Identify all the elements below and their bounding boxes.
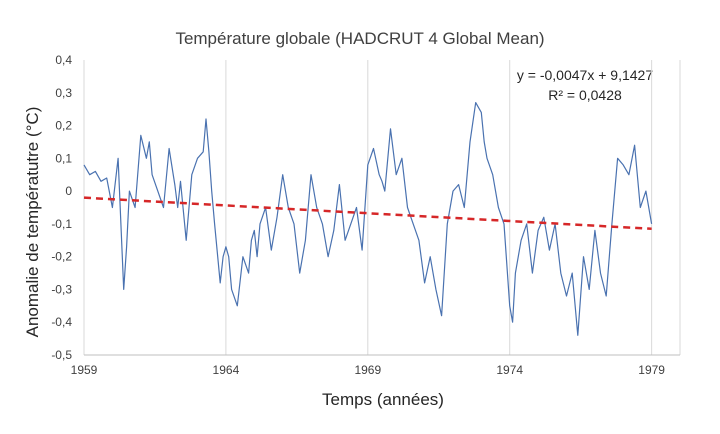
x-tick-label: 1974 [496, 363, 523, 377]
x-axis-title: Temps (années) [322, 390, 444, 409]
y-tick-label: -0,4 [51, 315, 72, 329]
y-tick-label: -0,1 [51, 217, 72, 231]
x-tick-label: 1959 [71, 363, 98, 377]
temperature-series-line [83, 101, 653, 336]
y-tick-label: 0,1 [55, 151, 72, 165]
y-tick-label: 0,4 [55, 53, 72, 67]
y-tick-label: -0,3 [51, 282, 72, 296]
x-tick-label: 1964 [213, 363, 240, 377]
x-tick-label: 1969 [354, 363, 381, 377]
y-tick-label: 0,2 [55, 119, 72, 133]
y-tick-label: 0 [65, 184, 72, 198]
chart-title: Température globale (HADCRUT 4 Global Me… [175, 29, 544, 48]
y-tick-label: -0,2 [51, 250, 72, 264]
trendline-r2: R² = 0,0428 [548, 87, 622, 103]
y-tick-label: 0,3 [55, 86, 72, 100]
y-axis-title: Anomalie de températutre (°C) [23, 107, 42, 338]
linear-trendline [83, 196, 652, 231]
y-tick-label: -0,5 [51, 348, 72, 362]
x-tick-label: 1979 [638, 363, 665, 377]
trendline-equation: y = -0,0047x + 9,1427 [517, 67, 653, 83]
